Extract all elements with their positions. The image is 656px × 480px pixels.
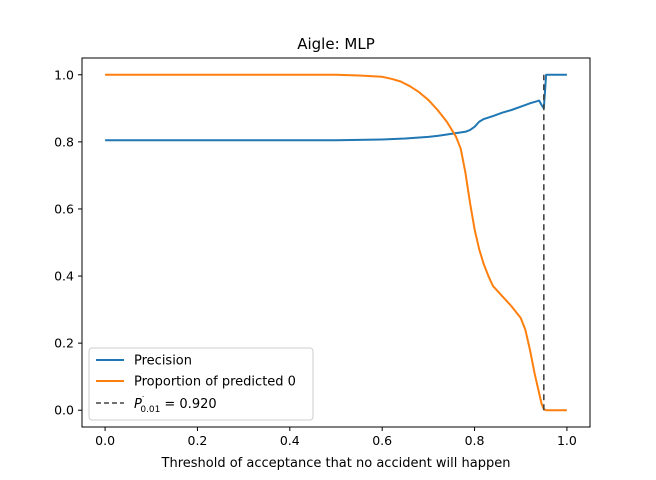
legend-threshold-dot: ˙ xyxy=(141,396,146,406)
x-axis: 0.0 0.2 0.4 0.6 0.8 1.0 xyxy=(95,427,577,448)
legend: Precision Proportion of predicted 0 P˙ 0.… xyxy=(88,347,314,421)
axes-frame xyxy=(81,57,591,428)
y-tick-label: 0.6 xyxy=(54,201,74,216)
x-tick-label: 0.2 xyxy=(188,433,208,448)
x-tick-label: 1.0 xyxy=(557,433,577,448)
legend-threshold-value: = 0.920 xyxy=(164,397,216,412)
y-tick-label: 0.8 xyxy=(54,134,74,149)
chart-title: Aigle: MLP xyxy=(297,35,375,53)
x-axis-label: Threshold of acceptance that no accident… xyxy=(161,456,511,471)
y-tick-label: 1.0 xyxy=(54,67,74,82)
legend-threshold-symbol: P xyxy=(134,397,142,412)
legend-precision-label: Precision xyxy=(134,354,192,369)
legend-proportion-label: Proportion of predicted 0 xyxy=(134,375,296,390)
y-tick-label: 0.2 xyxy=(54,336,74,351)
series-layer xyxy=(105,73,567,412)
x-tick-label: 0.6 xyxy=(372,433,392,448)
plot-area xyxy=(81,57,591,428)
legend-threshold-subscript: 0.01 xyxy=(140,405,160,415)
y-tick-label: 0.4 xyxy=(54,269,74,284)
x-tick-label: 0.0 xyxy=(95,433,115,448)
legend-threshold-label: P˙ 0.01 = 0.920 xyxy=(134,396,217,415)
x-tick-label: 0.8 xyxy=(465,433,485,448)
x-tick-label: 0.4 xyxy=(280,433,300,448)
precision-line xyxy=(105,73,567,142)
y-tick-label: 0.0 xyxy=(54,403,74,418)
legend-box xyxy=(88,347,314,421)
y-axis: 0.0 0.2 0.4 0.6 0.8 1.0 xyxy=(54,67,82,418)
